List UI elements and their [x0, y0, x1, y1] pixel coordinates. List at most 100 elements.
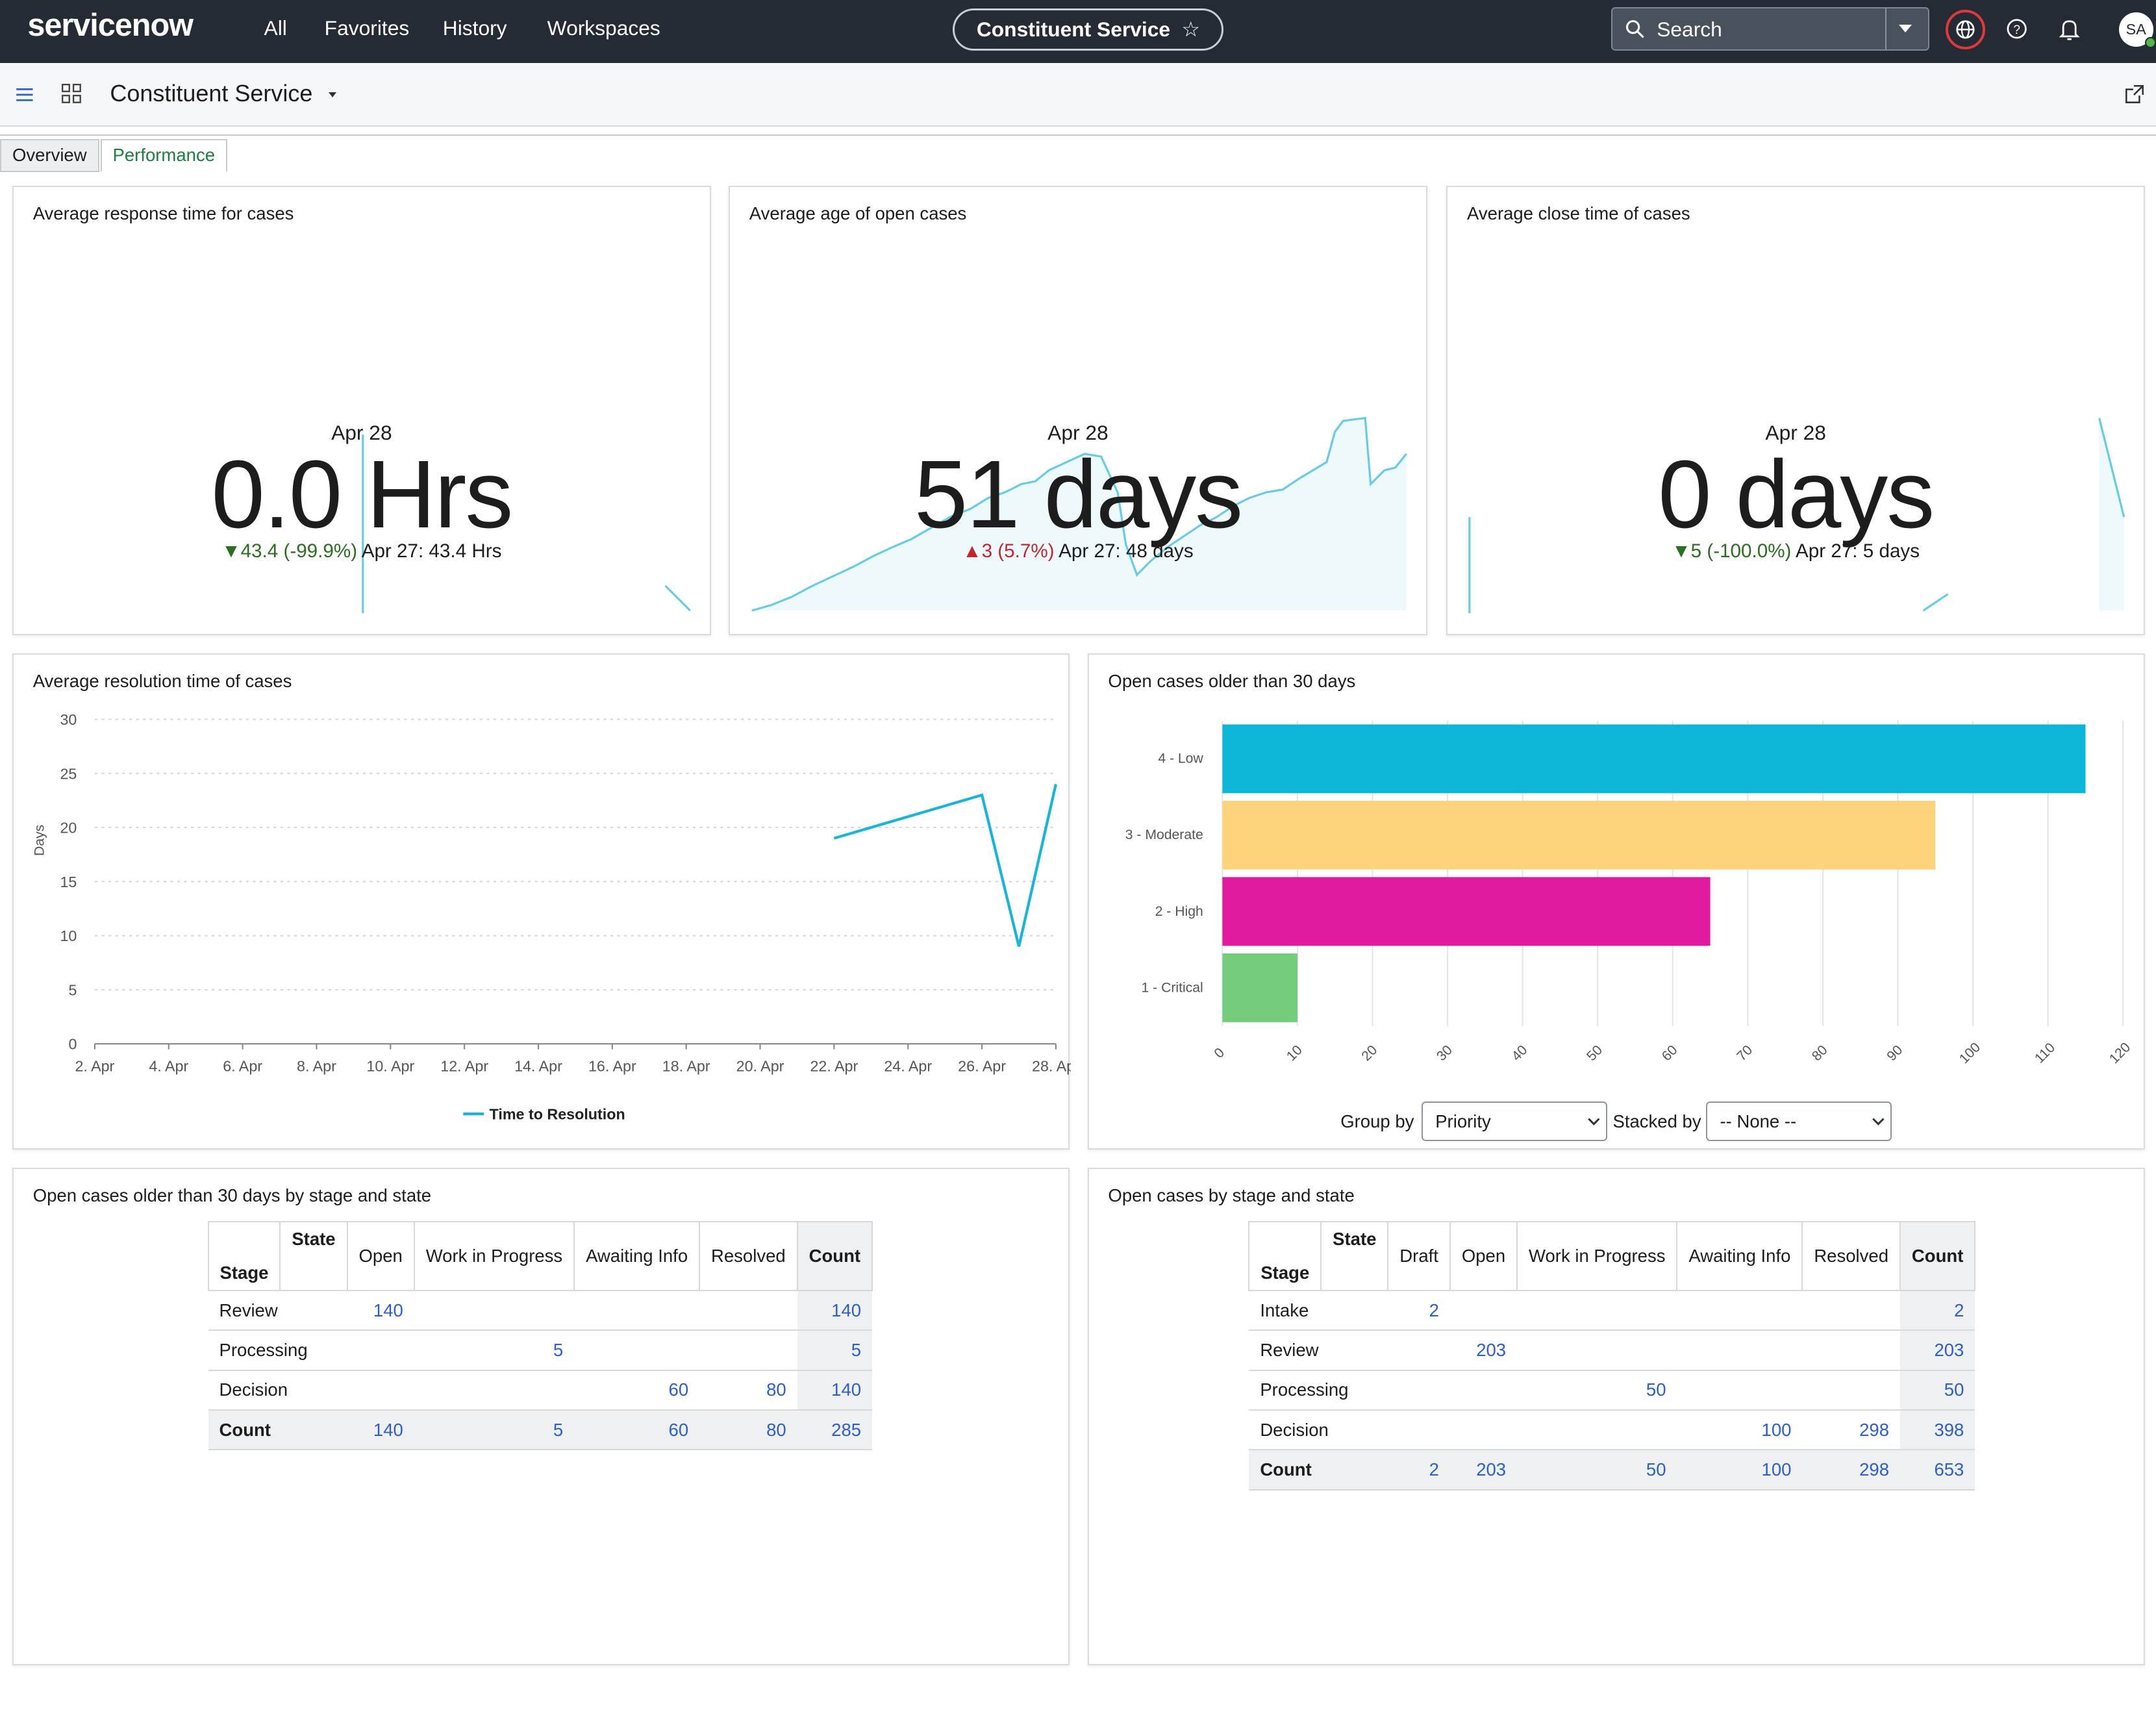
table-cell[interactable] [1517, 1289, 1677, 1331]
kpi-card-close-time[interactable]: Average close time of cases Apr 28 0 day… [1446, 185, 2145, 636]
table-cell[interactable] [1388, 1369, 1450, 1411]
column-header[interactable]: Resolved [1801, 1221, 1901, 1291]
column-header[interactable]: Work in Progress [413, 1221, 575, 1291]
row-count-cell[interactable]: 140 [797, 1289, 872, 1331]
y-tick-label: 10 [60, 927, 77, 944]
global-search[interactable]: Search [1611, 6, 1929, 51]
table-cell[interactable] [347, 1329, 414, 1371]
nav-all[interactable]: All [264, 16, 287, 40]
table-cell[interactable] [414, 1289, 575, 1331]
table-row: Processing 50 50 [1249, 1369, 1975, 1411]
table-cell[interactable]: 100 [1677, 1409, 1803, 1451]
table-cell[interactable] [1802, 1369, 1900, 1411]
stacked-by-value: -- None -- [1720, 1111, 1797, 1131]
globe-icon-button[interactable] [1945, 9, 1986, 50]
table-cell[interactable] [699, 1329, 797, 1371]
kpi-date: Apr 28 [1047, 420, 1109, 444]
card-title: Average resolution time of cases [32, 671, 292, 692]
row-count-cell[interactable]: 398 [1899, 1409, 1975, 1451]
older-30-stage-state-card[interactable]: Open cases older than 30 days by stage a… [12, 1167, 1070, 1666]
table-cell[interactable] [1388, 1329, 1450, 1371]
table-cell[interactable]: 140 [347, 1289, 414, 1331]
svg-text:?: ? [2014, 23, 2021, 37]
table-cell[interactable]: 60 [574, 1409, 700, 1451]
table-cell[interactable] [1449, 1369, 1518, 1411]
resolution-time-chart-card[interactable]: Average resolution time of cases 0 5 10 15 2… [12, 653, 1071, 1150]
table-cell[interactable]: 50 [1517, 1449, 1677, 1491]
table-cell[interactable] [574, 1329, 700, 1371]
total-count-cell[interactable]: 285 [797, 1409, 872, 1451]
column-header[interactable]: Work in Progress [1516, 1221, 1678, 1291]
column-header[interactable]: Awaiting Info [1676, 1221, 1803, 1291]
column-header[interactable]: Draft [1387, 1221, 1451, 1291]
row-count-cell[interactable]: 140 [797, 1369, 872, 1411]
table-cell[interactable]: 2 [1388, 1289, 1450, 1331]
bell-icon[interactable] [2050, 12, 2088, 51]
row-count-cell[interactable]: 50 [1899, 1369, 1975, 1411]
row-count-cell[interactable]: 2 [1899, 1289, 1975, 1331]
table-cell[interactable] [1517, 1329, 1677, 1371]
table-cell[interactable] [347, 1369, 414, 1411]
table-cell[interactable] [1802, 1289, 1900, 1331]
table-cell[interactable]: 203 [1449, 1329, 1518, 1371]
hamburger-menu-icon[interactable] [15, 85, 34, 105]
open-cases-older-30-card[interactable]: Open cases older than 30 days 0 10 20 30 40 5… [1087, 653, 2145, 1150]
table-cell[interactable] [1677, 1329, 1803, 1371]
table-cell[interactable] [699, 1289, 797, 1331]
app-scope-pill[interactable]: Constituent Service ☆ [953, 8, 1224, 51]
group-by-select[interactable]: Priority [1422, 1101, 1607, 1142]
kpi-card-age-open-cases[interactable]: Average age of open cases Apr 28 51 days… [729, 185, 1427, 636]
table-cell[interactable]: 203 [1449, 1449, 1518, 1491]
stage-state-card[interactable]: Open cases by stage and state State Draf… [1087, 1167, 2145, 1666]
help-icon[interactable]: ? [1998, 12, 2036, 51]
table-cell[interactable] [414, 1369, 575, 1411]
kpi-delta: 5 (-100.0%) [1690, 540, 1792, 562]
series-line [833, 783, 1058, 947]
table-cell[interactable]: 2 [1388, 1449, 1450, 1491]
table-cell[interactable]: 100 [1677, 1449, 1803, 1491]
kpi-card-response-time[interactable]: Average response time for cases Apr 28 0… [12, 185, 711, 636]
table-cell[interactable]: 80 [699, 1369, 797, 1411]
table-cell[interactable]: 50 [1517, 1369, 1677, 1411]
table-cell[interactable] [1802, 1329, 1900, 1371]
column-header[interactable]: Open [346, 1221, 415, 1291]
tab-overview[interactable]: Overview [0, 138, 99, 172]
table-cell[interactable] [1677, 1289, 1803, 1331]
column-header[interactable]: Resolved [699, 1221, 798, 1291]
table-cell[interactable] [1449, 1289, 1518, 1331]
total-count-cell[interactable]: 653 [1899, 1449, 1975, 1491]
search-scope-dropdown-icon[interactable] [1898, 24, 1912, 32]
share-icon[interactable] [2123, 82, 2146, 106]
nav-workspaces[interactable]: Workspaces [547, 16, 660, 40]
dashboard-title[interactable]: Constituent Service [110, 79, 313, 107]
table-cell[interactable]: 80 [699, 1409, 797, 1451]
table-cell[interactable]: 298 [1802, 1409, 1900, 1451]
column-header[interactable]: Awaiting Info [573, 1221, 701, 1291]
table-cell[interactable] [574, 1289, 700, 1331]
user-avatar[interactable]: SA [2118, 12, 2156, 49]
star-icon[interactable]: ☆ [1181, 17, 1200, 41]
nav-history[interactable]: History [442, 16, 507, 40]
table-cell[interactable] [1677, 1369, 1803, 1411]
table-cell[interactable]: 60 [574, 1369, 700, 1411]
table-cell[interactable] [1449, 1409, 1518, 1451]
servicenow-logo[interactable]: servicenow [27, 7, 194, 43]
column-header[interactable]: Open [1449, 1221, 1518, 1291]
category-label: 3 - Moderate [1125, 827, 1203, 842]
kpi-value: 0.0 Hrs [211, 441, 513, 549]
table-cell[interactable]: 140 [347, 1409, 414, 1451]
stacked-by-select[interactable]: -- None -- [1706, 1101, 1892, 1142]
row-count-cell[interactable]: 203 [1899, 1329, 1975, 1371]
row-count-cell[interactable]: 5 [797, 1329, 872, 1371]
tab-performance[interactable]: Performance [100, 138, 227, 172]
dashboard-selector-chevron-icon[interactable] [329, 92, 337, 97]
x-tick-label: 16. Apr [588, 1057, 636, 1074]
table-cell[interactable]: 5 [414, 1409, 575, 1451]
table-cell[interactable]: 5 [414, 1329, 575, 1371]
table-cell[interactable]: 298 [1802, 1449, 1900, 1491]
grid-icon[interactable] [60, 82, 82, 105]
nav-favorites[interactable]: Favorites [324, 16, 410, 40]
table-cell[interactable] [1388, 1409, 1450, 1451]
x-tick-label: 70 [1734, 1042, 1755, 1064]
table-cell[interactable] [1517, 1409, 1677, 1451]
